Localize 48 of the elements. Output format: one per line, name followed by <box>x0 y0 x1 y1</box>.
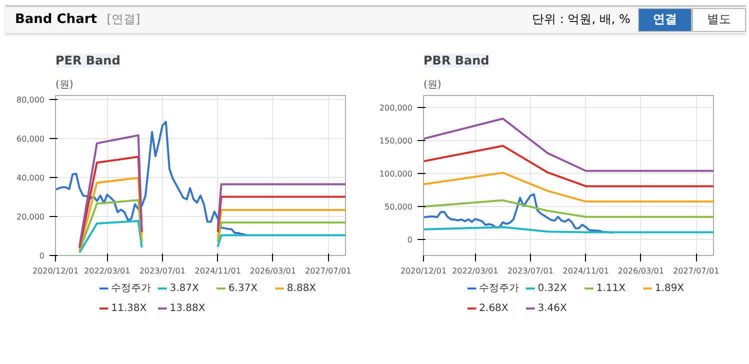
y-tick-label: 80,000 <box>16 95 45 104</box>
line-series <box>424 144 714 188</box>
x-tick-label: 2026/03/01 <box>250 266 296 276</box>
legend-label: 11.38X <box>111 303 147 314</box>
y-tick-label: 150,000 <box>379 136 413 146</box>
line-series <box>424 172 714 203</box>
x-tick-label: 2020/12/01 <box>32 266 79 276</box>
x-tick-label: 2026/03/01 <box>618 266 664 276</box>
text: 연결 <box>638 8 692 32</box>
text: 단위 : 억원, 배, % <box>532 12 630 26</box>
legend-label: 수정주가 <box>111 283 152 294</box>
x-tick-label: 2022/03/01 <box>84 266 130 276</box>
y-axis-title: (원) <box>56 80 74 90</box>
legend-label: 수정주가 <box>479 283 520 294</box>
x-tick-label: 2027/07/01 <box>305 266 352 276</box>
y-tick-label: 40,000 <box>16 173 45 182</box>
legend-label: 1.89X <box>654 283 684 294</box>
legend-label: 2.68X <box>479 303 508 314</box>
legend-label: 6.37X <box>228 283 258 294</box>
line-series <box>424 199 714 218</box>
chart-title: PER Band <box>56 54 120 68</box>
y-tick-label: 60,000 <box>16 134 45 144</box>
text: [연결] <box>106 12 140 26</box>
legend-label: 0.32X <box>538 283 568 294</box>
legend-label: 13.88X <box>170 303 206 314</box>
x-tick-label: 2027/07/01 <box>673 266 720 276</box>
legend-label: 3.87X <box>170 283 200 294</box>
x-tick-label: 2023/07/01 <box>507 266 554 276</box>
legend-label: 8.88X <box>286 283 316 294</box>
line-series <box>56 120 246 236</box>
y-tick-label: 0 <box>39 252 45 260</box>
text: Band Chart <box>15 12 97 27</box>
x-tick-label: 2023/07/01 <box>139 266 186 276</box>
x-tick-label: 2024/11/01 <box>194 266 241 276</box>
y-axis-title: (원) <box>424 80 442 90</box>
x-tick-label: 2020/12/01 <box>400 266 447 276</box>
line-series <box>424 118 714 172</box>
chart-title: PBR Band <box>424 54 490 68</box>
y-tick-label: 200,000 <box>379 103 413 112</box>
y-tick-label: 20,000 <box>16 212 45 222</box>
legend-label: 1.11X <box>596 283 626 294</box>
y-tick-label: 0 <box>407 236 413 245</box>
x-tick-label: 2022/03/01 <box>452 266 498 276</box>
text: 별도 <box>692 8 746 32</box>
y-tick-label: 100,000 <box>379 170 413 179</box>
legend-label: 3.46X <box>538 303 568 314</box>
y-tick-label: 50,000 <box>384 202 413 212</box>
x-tick-label: 2024/11/01 <box>562 266 609 276</box>
